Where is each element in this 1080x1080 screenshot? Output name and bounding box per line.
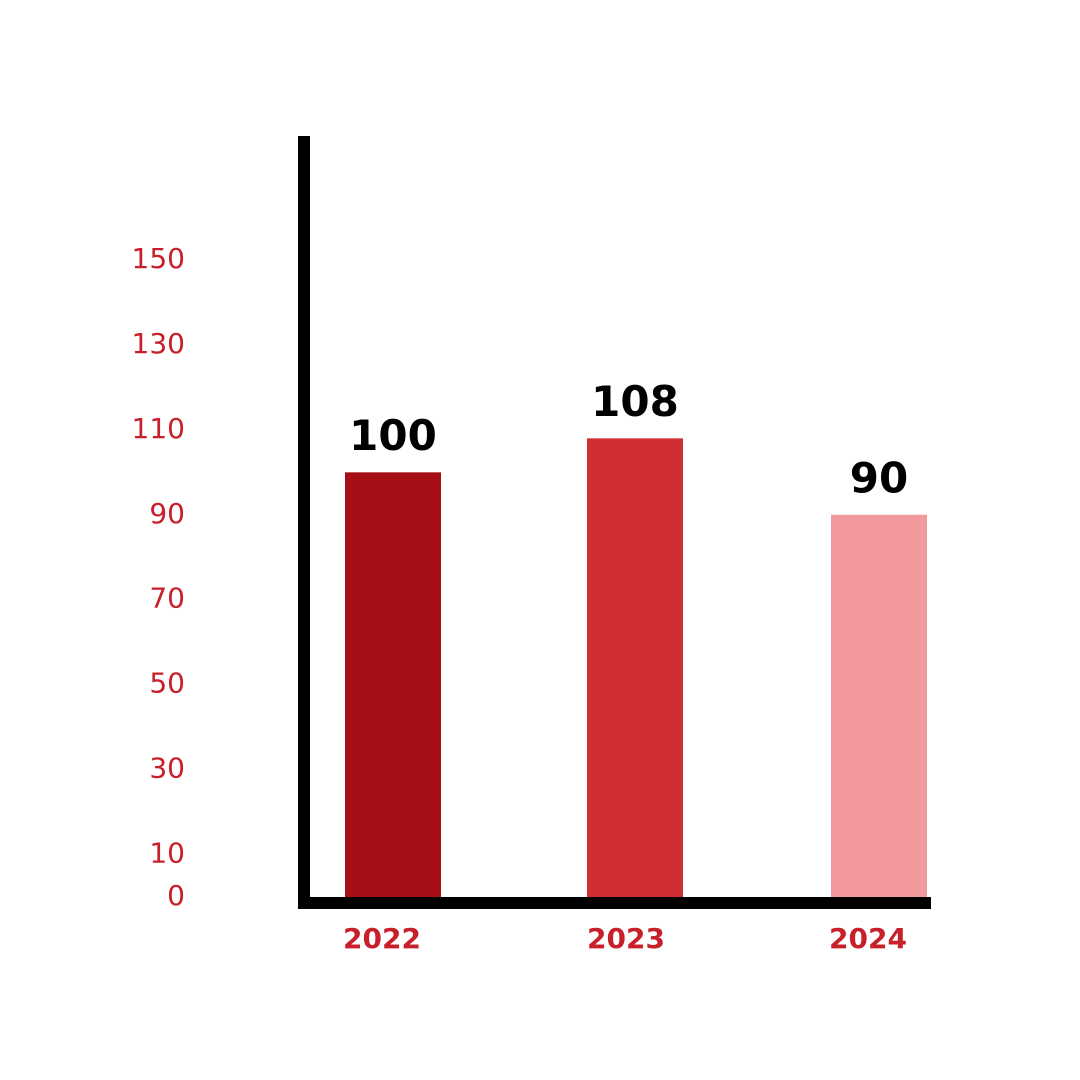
bar <box>587 438 683 897</box>
y-tick-label: 130 <box>132 327 185 360</box>
y-tick-label: 70 <box>149 582 185 615</box>
x-tick-label: 2023 <box>587 922 665 955</box>
y-tick-label: 150 <box>132 242 185 275</box>
value-label: 108 <box>591 377 679 426</box>
y-tick-label: 0 <box>167 879 185 912</box>
y-tick-label: 90 <box>149 497 185 530</box>
y-tick-label: 30 <box>149 752 185 785</box>
bar <box>345 472 441 897</box>
value-label: 100 <box>349 411 437 460</box>
y-tick-label: 50 <box>149 667 185 700</box>
y-tick-label: 110 <box>132 412 185 445</box>
x-tick-label: 2024 <box>829 922 907 955</box>
bar <box>831 514 927 897</box>
y-tick-label: 10 <box>149 837 185 870</box>
x-tick-label: 2022 <box>343 922 421 955</box>
value-label: 90 <box>850 453 908 502</box>
